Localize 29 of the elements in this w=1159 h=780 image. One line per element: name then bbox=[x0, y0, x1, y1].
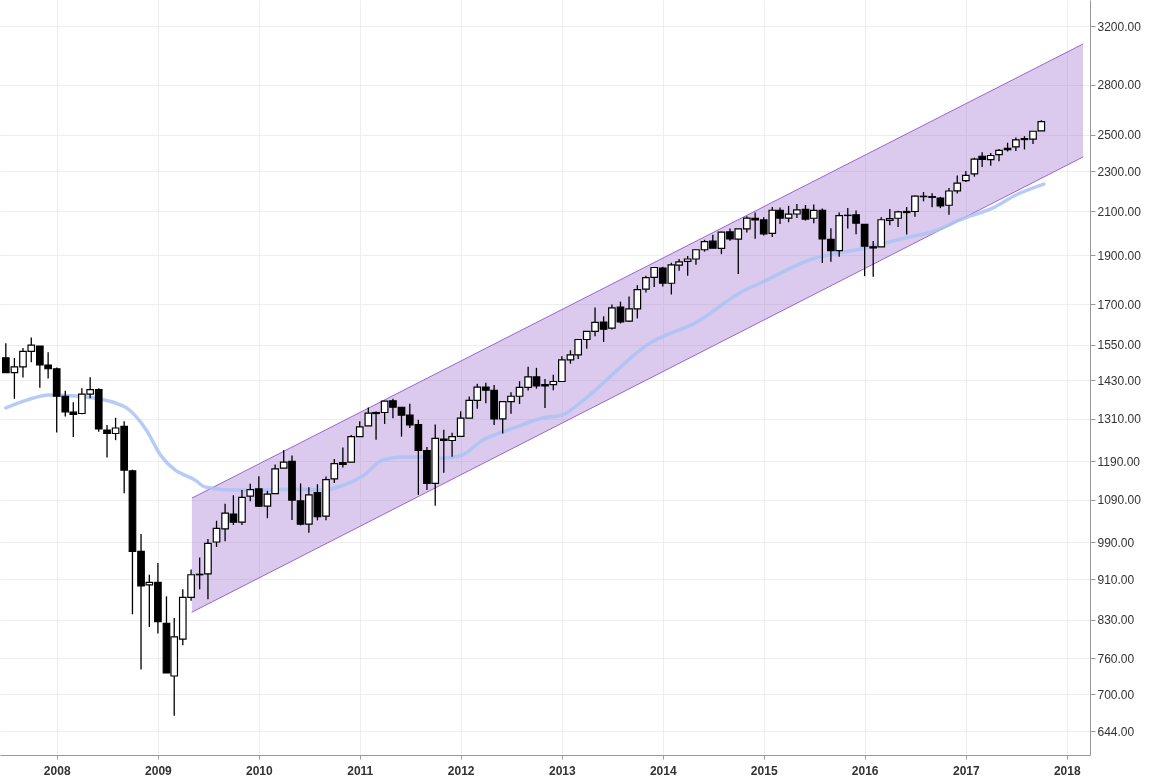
y-tick-label: 2800.00 bbox=[1097, 78, 1142, 93]
x-tick-label: 2010 bbox=[245, 763, 273, 778]
y-tick-label: 1190.00 bbox=[1097, 454, 1141, 469]
y-tick-label: 1090.00 bbox=[1097, 493, 1142, 508]
y-tick-label: 2500.00 bbox=[1097, 128, 1142, 143]
x-tick-label: 2012 bbox=[447, 763, 475, 778]
y-tick-label: 1900.00 bbox=[1097, 248, 1142, 263]
x-tick-label: 2013 bbox=[549, 763, 577, 778]
y-tick-label: 1310.00 bbox=[1097, 412, 1142, 427]
y-tick-label: 1700.00 bbox=[1097, 297, 1142, 312]
x-tick-label: 2016 bbox=[851, 763, 879, 778]
x-tick-label: 2008 bbox=[43, 763, 71, 778]
x-tick-label: 2018 bbox=[1053, 763, 1081, 778]
x-tick-label: 2014 bbox=[649, 763, 677, 778]
y-tick-label: 2100.00 bbox=[1097, 204, 1142, 219]
y-tick-label: 830.00 bbox=[1097, 613, 1135, 628]
y-tick-label: 700.00 bbox=[1097, 687, 1135, 702]
y-tick-label: 990.00 bbox=[1097, 535, 1135, 550]
y-tick-label: 3200.00 bbox=[1097, 19, 1142, 34]
y-tick-label: 760.00 bbox=[1097, 651, 1135, 666]
x-tick-label: 2011 bbox=[347, 763, 374, 778]
y-tick-label: 1430.00 bbox=[1097, 373, 1142, 388]
y-tick-label: 2300.00 bbox=[1097, 164, 1142, 179]
x-tick-label: 2009 bbox=[145, 763, 173, 778]
y-tick-label: 1550.00 bbox=[1097, 338, 1142, 353]
y-tick-label: 910.00 bbox=[1097, 572, 1135, 587]
x-tick-label: 2015 bbox=[750, 763, 778, 778]
y-tick-label: 644.00 bbox=[1097, 724, 1135, 739]
x-tick-label: 2017 bbox=[952, 763, 980, 778]
